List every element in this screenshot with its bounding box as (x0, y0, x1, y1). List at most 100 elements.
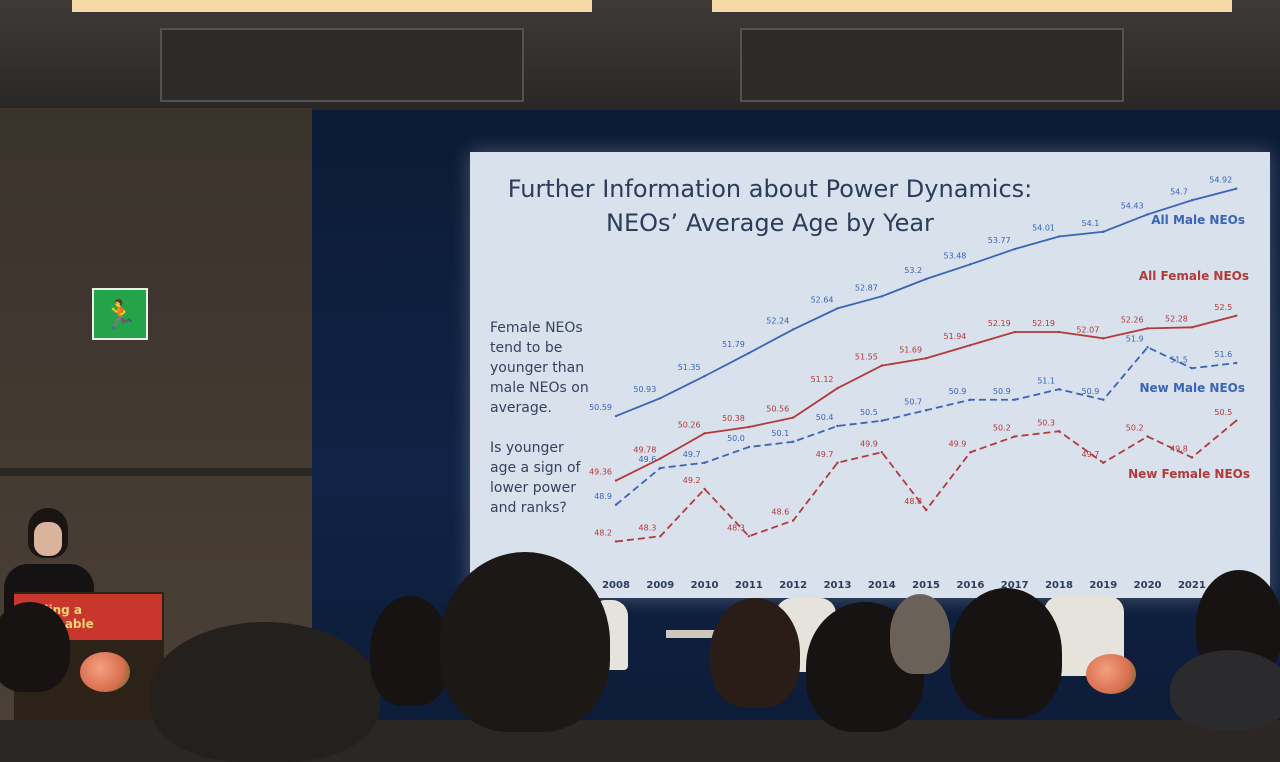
data-label: 51.94 (943, 332, 966, 341)
x-tick-label: 2013 (824, 580, 852, 591)
data-point (880, 364, 883, 367)
data-point (659, 535, 662, 538)
data-point (792, 328, 795, 331)
data-label: 51.9 (1126, 334, 1144, 343)
slide-title: Further Information about Power Dynamics… (470, 172, 1070, 240)
data-point (1190, 456, 1194, 459)
emergency-exit-icon: 🏃 (92, 288, 148, 340)
data-point (836, 461, 839, 464)
data-point (1102, 230, 1105, 233)
data-point (747, 445, 751, 449)
audience-head (150, 622, 380, 762)
data-label: 49.78 (633, 446, 656, 455)
x-tick-label: 2009 (646, 580, 674, 591)
data-point (880, 419, 883, 422)
data-point (1190, 199, 1194, 202)
data-label: 50.2 (1126, 424, 1144, 433)
data-label: 51.12 (811, 375, 834, 384)
data-point (1057, 330, 1061, 334)
data-label: 50.3 (1037, 418, 1055, 427)
data-point (1057, 388, 1061, 391)
x-tick-label: 2008 (602, 580, 630, 591)
data-point (969, 343, 972, 347)
data-label: 48.2 (594, 529, 612, 538)
x-tick-label: 2017 (1001, 580, 1029, 591)
data-point (1235, 187, 1238, 190)
data-label: 49.9 (860, 439, 878, 448)
slide-side-note: Female NEOs tend to be younger than male… (490, 318, 590, 538)
data-point (614, 479, 618, 482)
ceiling (0, 0, 1280, 108)
data-point (792, 519, 795, 522)
data-point (1146, 435, 1149, 438)
speaker-face (34, 522, 62, 556)
data-label: 50.59 (589, 403, 612, 412)
series-name-label: All Male NEOs (1151, 213, 1245, 227)
data-label: 50.9 (1081, 387, 1099, 396)
data-label: 51.79 (722, 340, 745, 349)
data-label: 50.56 (766, 405, 789, 414)
data-label: 49.6 (638, 455, 656, 464)
slide-title-line2: NEOs’ Average Age by Year (606, 209, 934, 237)
data-point (1235, 314, 1238, 317)
data-label: 54.1 (1081, 219, 1099, 228)
series-name-label: All Female NEOs (1139, 269, 1249, 283)
audience-head (370, 596, 450, 706)
data-point (614, 414, 618, 418)
data-point (703, 374, 706, 378)
data-label: 50.0 (727, 434, 745, 443)
flower-arrangement (80, 652, 130, 692)
data-point (1235, 419, 1238, 422)
data-point (747, 351, 751, 355)
data-point (1013, 247, 1016, 251)
data-label: 51.69 (899, 345, 922, 354)
series-name-label: New Female NEOs (1128, 467, 1250, 481)
data-label: 50.1 (771, 429, 789, 438)
data-point (703, 461, 706, 464)
data-label: 49.7 (1081, 450, 1099, 459)
data-point (836, 307, 839, 310)
audience-head (1170, 650, 1280, 730)
slide-title-line1: Further Information about Power Dynamics… (507, 175, 1033, 203)
audience-head (0, 602, 70, 692)
data-point (1190, 326, 1194, 329)
data-point (703, 432, 706, 435)
ceiling-coffer (740, 28, 1124, 102)
data-point (659, 466, 662, 470)
data-point (924, 508, 928, 512)
data-label: 52.19 (1032, 319, 1055, 328)
audience-head (440, 552, 610, 732)
x-tick-label: 2020 (1134, 580, 1162, 591)
data-label: 52.5 (1214, 303, 1232, 312)
series-name-label: New Male NEOs (1140, 381, 1246, 395)
data-label: 50.93 (633, 385, 656, 394)
x-tick-label: 2015 (912, 580, 940, 591)
data-label: 51.35 (678, 363, 701, 372)
data-label: 49.7 (816, 450, 834, 459)
data-label: 50.38 (722, 414, 745, 423)
data-label: 51.1 (1037, 376, 1055, 385)
data-point (1013, 398, 1016, 401)
data-label: 50.7 (904, 397, 922, 406)
data-label: 49.7 (683, 450, 701, 459)
data-label: 49.9 (949, 439, 967, 448)
data-point (969, 398, 972, 401)
data-point (1013, 435, 1016, 438)
audience (0, 552, 1280, 762)
data-point (747, 425, 751, 429)
flower-arrangement (1086, 654, 1136, 694)
data-label: 54.01 (1032, 223, 1055, 232)
data-label: 50.5 (1214, 408, 1232, 417)
data-label: 50.9 (993, 387, 1011, 396)
data-point (924, 409, 928, 412)
x-tick-label: 2016 (956, 580, 984, 591)
data-label: 52.26 (1121, 315, 1144, 324)
data-label: 48.3 (727, 523, 745, 532)
side-note-question: Is younger age a sign of lower power and… (490, 440, 581, 516)
data-point (924, 277, 928, 281)
data-label: 52.24 (766, 316, 789, 325)
ceiling-light (72, 0, 592, 12)
ceiling-coffer (160, 28, 524, 102)
data-point (659, 457, 662, 460)
audience-head (890, 594, 950, 674)
